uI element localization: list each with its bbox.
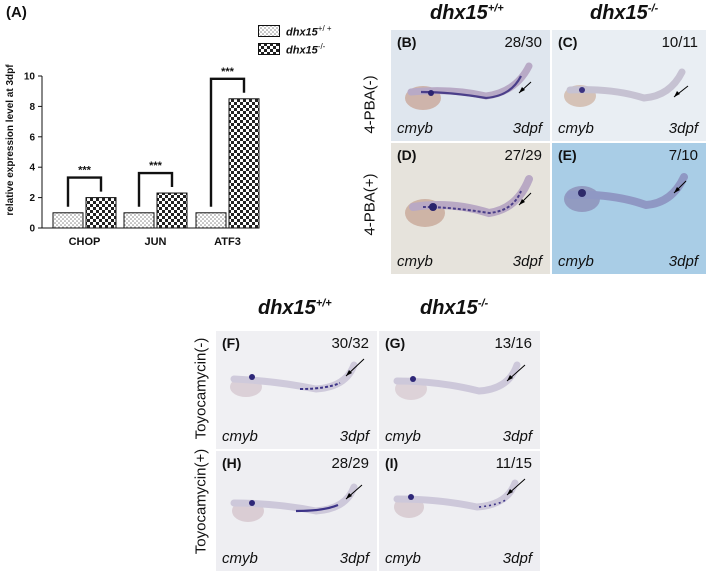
panel-f: (F) 30/32 cmyb 3dpf — [216, 331, 377, 449]
panel-b-gene: cmyb — [397, 120, 433, 137]
embryo-image — [564, 68, 689, 107]
panel-d-stage: 3dpf — [512, 253, 542, 270]
y-tick-label: 6 — [29, 132, 35, 143]
panel-d-label: (D) — [397, 147, 417, 163]
y-tick-label: 2 — [29, 193, 35, 204]
embryo-image — [564, 173, 688, 212]
embryo-image — [393, 361, 526, 400]
embryo-image — [393, 478, 526, 518]
panel-h: (H) 28/29 cmyb 3dpf — [216, 451, 377, 571]
panel-h-label: (H) — [222, 455, 242, 471]
panel-c-gene: cmyb — [558, 120, 594, 137]
legend-item-wt: dhx15+/ + — [258, 22, 332, 40]
panel-f-stage: 3dpf — [339, 428, 369, 445]
legend: dhx15+/ + dhx15-/- — [258, 22, 332, 58]
legend-sup-mut: -/- — [317, 41, 326, 51]
significance-label: *** — [78, 165, 92, 177]
bar-chop-mut — [85, 197, 117, 229]
panel-d: (D) 27/29 cmyb 3dpf — [391, 143, 550, 274]
panel-f-label: (F) — [222, 335, 240, 351]
significance-bracket — [137, 171, 174, 207]
panel-c-label: (C) — [558, 34, 578, 50]
panel-g-gene: cmyb — [385, 428, 421, 445]
legend-label-mut: dhx15 — [286, 44, 318, 57]
panel-h-gene: cmyb — [222, 550, 258, 567]
bottom-col-head-wt: dhx15+/+ — [258, 297, 332, 319]
panel-d-count: 27/29 — [504, 147, 542, 164]
panel-f-count: 30/32 — [331, 335, 369, 352]
y-tick-label: 10 — [24, 72, 36, 83]
panel-g-label: (G) — [385, 335, 406, 351]
legend-item-mut: dhx15-/- — [258, 40, 332, 58]
panel-b-stage: 3dpf — [512, 120, 542, 137]
embryo-image — [405, 62, 533, 110]
panel-b-label: (B) — [397, 34, 417, 50]
bar-chart: 0 2 4 6 8 10 *** CHOP *** JUN *** ATF3 relative exp… — [5, 64, 260, 248]
panel-i-count: 11/15 — [495, 455, 532, 472]
legend-swatch-checker — [258, 43, 280, 55]
panel-c-stage: 3dpf — [668, 120, 698, 137]
y-axis-label: relative expression level at 3dpf — [5, 64, 16, 216]
y-tick-label: 8 — [29, 102, 35, 113]
x-tick-label: CHOP — [69, 236, 101, 248]
row-label-toyocamycin-plus: Toyocamycin(+) — [192, 448, 210, 555]
panel-g-count: 13/16 — [494, 335, 532, 352]
top-col-head-mut: dhx15-/- — [590, 2, 659, 24]
panel-e-stage: 3dpf — [668, 253, 698, 270]
bar-jun-mut — [156, 192, 188, 229]
significance-label: *** — [149, 160, 163, 172]
x-tick-label: JUN — [144, 236, 166, 248]
x-tick-label: ATF3 — [214, 236, 241, 248]
bar-atf3-wt — [195, 212, 227, 229]
bottom-col-head-mut: dhx15-/- — [420, 297, 489, 319]
y-tick-label: 4 — [29, 163, 35, 174]
legend-label-wt: dhx15 — [286, 26, 318, 39]
y-tick-label: 0 — [29, 224, 35, 235]
panel-e-gene: cmyb — [558, 253, 594, 270]
panel-i-gene: cmyb — [385, 550, 421, 567]
bar-chop-wt — [52, 212, 84, 229]
bar-atf3-mut — [228, 98, 260, 229]
panel-g: (G) 13/16 cmyb 3dpf — [379, 331, 540, 449]
panel-g-stage: 3dpf — [502, 428, 532, 445]
panel-h-count: 28/29 — [331, 455, 369, 472]
legend-sup-wt: +/ + — [317, 23, 332, 33]
panel-i: (I) 11/15 cmyb 3dpf — [379, 451, 540, 571]
row-label-4pba-minus: 4-PBA(-) — [361, 75, 379, 134]
panel-i-stage: 3dpf — [502, 550, 532, 567]
significance-bracket — [209, 77, 246, 207]
bar-jun-wt — [123, 212, 155, 229]
panel-a-label: (A) — [6, 4, 27, 21]
panel-e-count: 7/10 — [668, 147, 698, 164]
embryo-image — [230, 483, 363, 522]
embryo-image — [405, 175, 533, 227]
panel-f-gene: cmyb — [222, 428, 258, 445]
row-label-4pba-plus: 4-PBA(+) — [361, 173, 379, 236]
panel-e-label: (E) — [558, 147, 577, 163]
embryo-image — [230, 358, 365, 397]
panel-d-gene: cmyb — [397, 253, 433, 270]
panel-b-count: 28/30 — [504, 34, 542, 51]
legend-swatch-dots — [258, 25, 280, 37]
panel-c: (C) 10/11 cmyb 3dpf — [552, 30, 706, 141]
significance-label: *** — [221, 66, 235, 78]
panel-e: (E) 7/10 cmyb 3dpf — [552, 143, 706, 274]
panel-b: (B) 28/30 cmyb 3dpf — [391, 30, 550, 141]
panel-i-label: (I) — [385, 455, 399, 471]
row-label-toyocamycin-minus: Toyocamycin(-) — [192, 337, 210, 440]
significance-bracket — [66, 176, 103, 207]
top-col-head-wt: dhx15+/+ — [430, 2, 504, 24]
panel-h-stage: 3dpf — [339, 550, 369, 567]
panel-c-count: 10/11 — [661, 34, 698, 51]
panel-b-background — [391, 30, 550, 141]
